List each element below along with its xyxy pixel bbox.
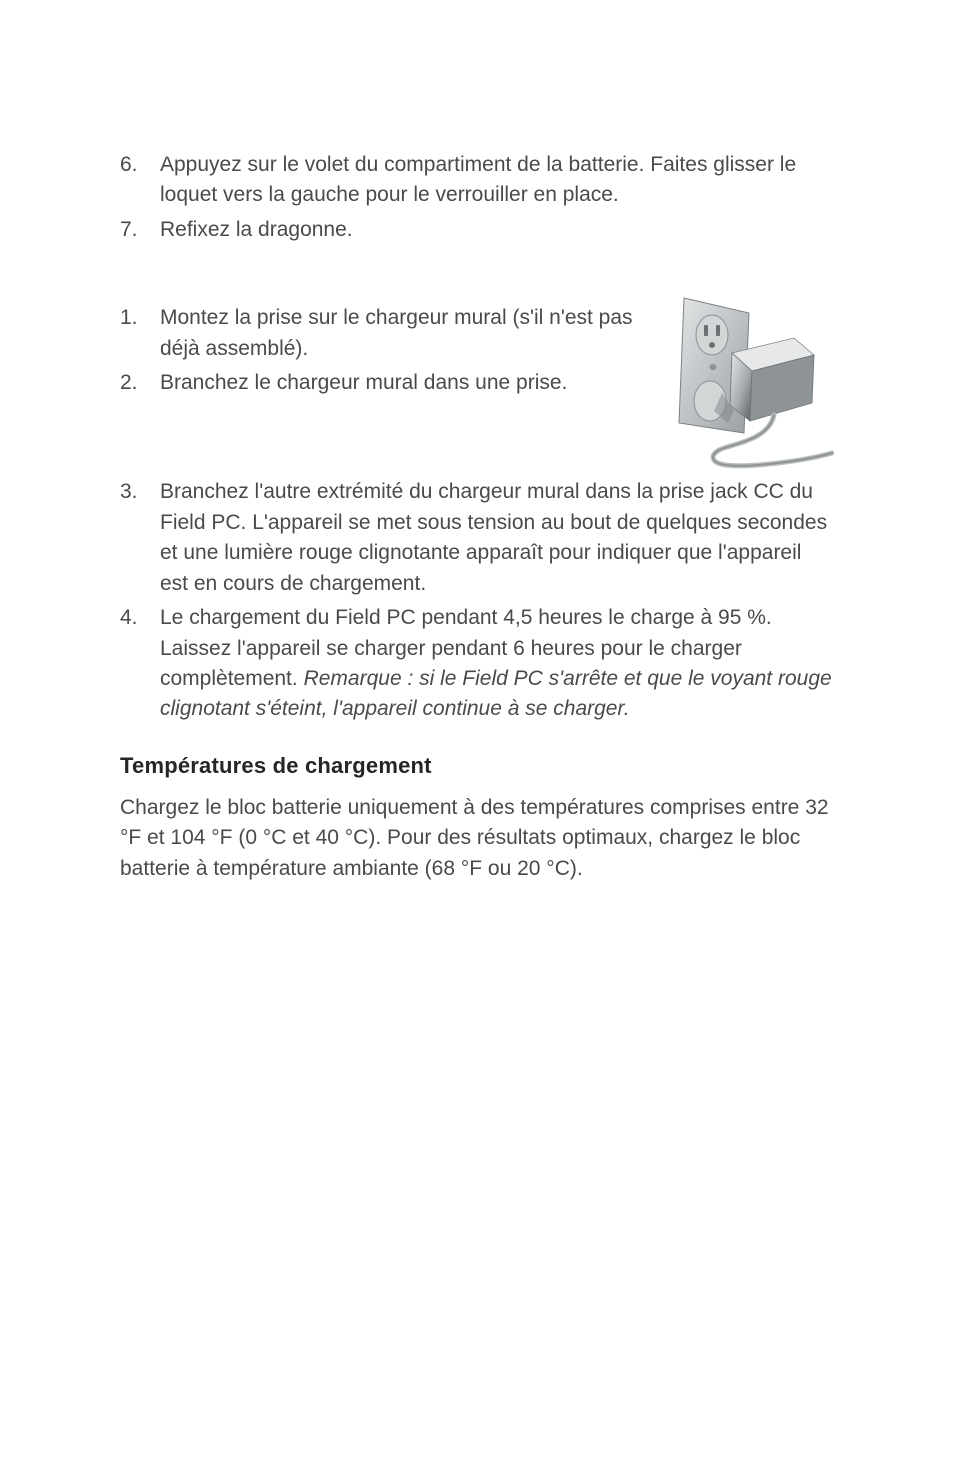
- list-number: 7.: [120, 215, 152, 245]
- charge-steps-1-2: 1. Montez la prise sur le chargeur mural…: [120, 303, 634, 402]
- list-item: 3. Branchez l'autre extrémité du chargeu…: [120, 477, 834, 599]
- list-item: 2. Branchez le chargeur mural dans une p…: [120, 368, 634, 398]
- install-steps-6-7: 6. Appuyez sur le volet du compartiment …: [120, 150, 834, 245]
- list-number: 6.: [120, 150, 152, 180]
- charge-steps-3-4-wrap: 3. Branchez l'autre extrémité du chargeu…: [120, 477, 834, 725]
- list-text: Branchez l'autre extrémité du chargeur m…: [160, 480, 827, 594]
- list-text: Branchez le chargeur mural dans une pris…: [160, 371, 567, 394]
- charge-steps-row: 1. Montez la prise sur le chargeur mural…: [120, 303, 834, 473]
- list-item: 4. Le chargement du Field PC pendant 4,5…: [120, 603, 834, 725]
- list-item: 7. Refixez la dragonne.: [120, 215, 834, 245]
- list-text: Montez la prise sur le chargeur mural (s…: [160, 306, 633, 359]
- wall-charger-icon: [654, 293, 834, 473]
- temperatures-heading: Températures de chargement: [120, 753, 834, 779]
- list-number: 4.: [120, 603, 152, 633]
- list-text: Refixez la dragonne.: [160, 218, 353, 241]
- list-item: 1. Montez la prise sur le chargeur mural…: [120, 303, 634, 364]
- list-number: 1.: [120, 303, 152, 333]
- list-item: 6. Appuyez sur le volet du compartiment …: [120, 150, 834, 211]
- temperatures-paragraph: Chargez le bloc batterie uniquement à de…: [120, 793, 834, 884]
- document-page: 6. Appuyez sur le volet du compartiment …: [0, 0, 954, 1475]
- list-number: 3.: [120, 477, 152, 507]
- list-number: 2.: [120, 368, 152, 398]
- list-text: Appuyez sur le volet du compartiment de …: [160, 153, 796, 206]
- charge-steps-3-4: 3. Branchez l'autre extrémité du chargeu…: [120, 477, 834, 725]
